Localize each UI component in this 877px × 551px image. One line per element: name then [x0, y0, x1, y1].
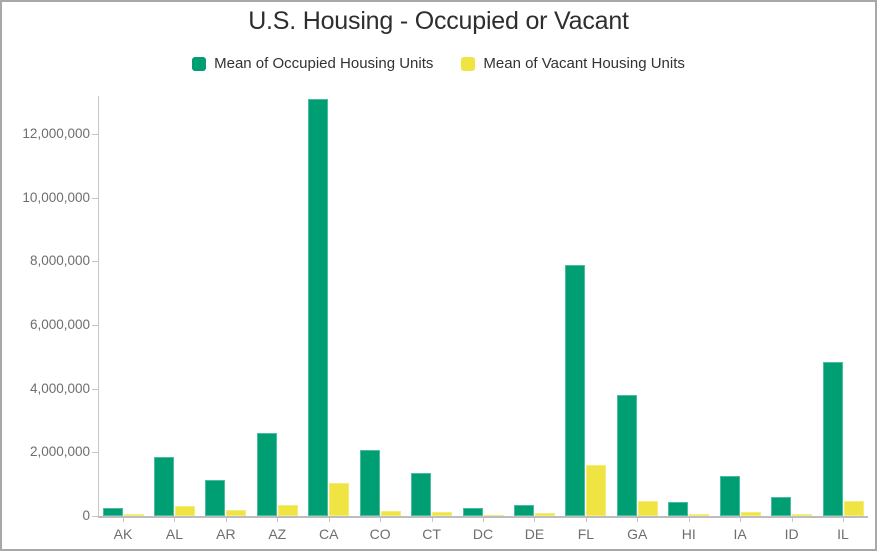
- bar-vacant-AK[interactable]: [123, 513, 144, 516]
- bar-occupied-AR[interactable]: [205, 480, 226, 516]
- x-axis-label-ID: ID: [784, 526, 799, 542]
- bar-vacant-IL[interactable]: [843, 501, 864, 516]
- legend-swatch-occupied-icon: [192, 57, 207, 71]
- y-tick-mark: [92, 516, 98, 517]
- legend-swatch-vacant-icon: [461, 57, 476, 71]
- bar-occupied-CO[interactable]: [359, 450, 380, 516]
- y-axis-line: [98, 96, 99, 517]
- x-tick-mark: [585, 518, 587, 522]
- y-axis-label-4000000: 4,000,000: [29, 380, 90, 396]
- bar-vacant-AL[interactable]: [174, 505, 195, 516]
- x-tick-mark: [225, 518, 227, 522]
- bar-occupied-CT[interactable]: [411, 472, 432, 516]
- x-tick-mark: [791, 518, 793, 522]
- legend-label-vacant: Mean of Vacant Housing Units: [483, 55, 685, 72]
- bar-vacant-FL[interactable]: [586, 465, 607, 516]
- y-axis-label-2000000: 2,000,000: [29, 444, 90, 460]
- bar-occupied-FL[interactable]: [565, 264, 586, 516]
- legend-item-occupied[interactable]: Mean of Occupied Housing Units: [192, 56, 433, 72]
- bar-occupied-DE[interactable]: [513, 505, 534, 516]
- plot-area: 0 2,000,000 4,000,000 6,000,000 8,000,000 10,…: [22, 96, 868, 542]
- x-tick-mark: [123, 518, 124, 522]
- x-axis-label-FL: FL: [577, 526, 595, 542]
- x-axis-label-CA: CA: [318, 526, 339, 542]
- x-tick-mark: [843, 518, 845, 522]
- x-axis-label-CT: CT: [422, 526, 441, 542]
- y-axis-label-6000000: 6,000,000: [29, 317, 90, 333]
- bar-vacant-ID[interactable]: [792, 513, 813, 516]
- x-tick-mark: [483, 518, 484, 522]
- bar-occupied-IA[interactable]: [719, 476, 740, 516]
- y-tick-mark: [92, 197, 98, 199]
- bar-vacant-DE[interactable]: [534, 513, 555, 516]
- x-axis-line: [98, 516, 868, 518]
- x-axis-label-CO: CO: [369, 526, 391, 542]
- bar-occupied-AZ[interactable]: [256, 433, 277, 516]
- y-tick-mark: [92, 261, 98, 263]
- bar-occupied-DC[interactable]: [462, 508, 483, 516]
- legend-label-occupied: Mean of Occupied Housing Units: [214, 55, 434, 72]
- x-tick-mark: [534, 518, 536, 522]
- x-tick-mark: [174, 518, 176, 522]
- bar-occupied-ID[interactable]: [771, 496, 792, 516]
- y-tick-mark: [92, 388, 98, 390]
- y-tick-mark: [92, 134, 98, 136]
- x-axis-label-IL: IL: [837, 526, 849, 542]
- bar-vacant-CT[interactable]: [432, 512, 453, 516]
- legend-item-vacant[interactable]: Mean of Vacant Housing Units: [461, 56, 685, 72]
- chart-title: U.S. Housing - Occupied or Vacant: [248, 7, 629, 35]
- x-axis-label-DC: DC: [472, 526, 494, 542]
- bar-vacant-IA[interactable]: [740, 512, 761, 516]
- bar-vacant-CO[interactable]: [380, 511, 401, 516]
- x-axis-label-AR: AR: [216, 526, 236, 542]
- y-tick-mark: [92, 325, 98, 327]
- x-tick-mark: [688, 518, 690, 522]
- bar-vacant-HI[interactable]: [689, 513, 710, 516]
- x-tick-mark: [740, 518, 742, 522]
- x-tick-mark: [637, 518, 639, 522]
- x-axis-label-HI: HI: [681, 526, 696, 542]
- y-axis-label-0: 0: [82, 508, 90, 523]
- bar-vacant-GA[interactable]: [637, 501, 658, 516]
- x-tick-mark: [431, 518, 433, 522]
- bar-occupied-CA[interactable]: [308, 99, 329, 516]
- x-tick-mark: [328, 518, 330, 522]
- x-tick-mark: [380, 518, 382, 522]
- legend: Mean of Occupied Housing Units Mean of V…: [2, 56, 875, 72]
- x-axis-label-AZ: AZ: [268, 526, 287, 542]
- x-axis-label-DE: DE: [524, 526, 545, 542]
- x-axis-label-IA: IA: [733, 526, 747, 542]
- y-axis-label-8000000: 8,000,000: [29, 253, 90, 269]
- bar-vacant-AZ[interactable]: [277, 505, 298, 516]
- bar-occupied-AK[interactable]: [102, 508, 123, 516]
- bar-vacant-AR[interactable]: [226, 510, 247, 516]
- x-tick-mark: [277, 518, 279, 522]
- bar-vacant-CA[interactable]: [329, 482, 350, 516]
- bar-occupied-HI[interactable]: [668, 502, 689, 516]
- bar-vacant-DC[interactable]: [483, 514, 504, 516]
- x-axis-label-AK: AK: [113, 526, 133, 542]
- bar-occupied-AL[interactable]: [153, 457, 174, 516]
- y-axis-label-12000000: 12,000,000: [22, 126, 90, 142]
- y-tick-mark: [92, 452, 98, 454]
- x-axis-label-GA: GA: [627, 526, 648, 542]
- y-axis-label-10000000: 10,000,000: [22, 189, 90, 205]
- bar-occupied-IL[interactable]: [822, 361, 843, 516]
- bar-occupied-GA[interactable]: [616, 395, 637, 516]
- x-axis-label-AL: AL: [165, 526, 183, 542]
